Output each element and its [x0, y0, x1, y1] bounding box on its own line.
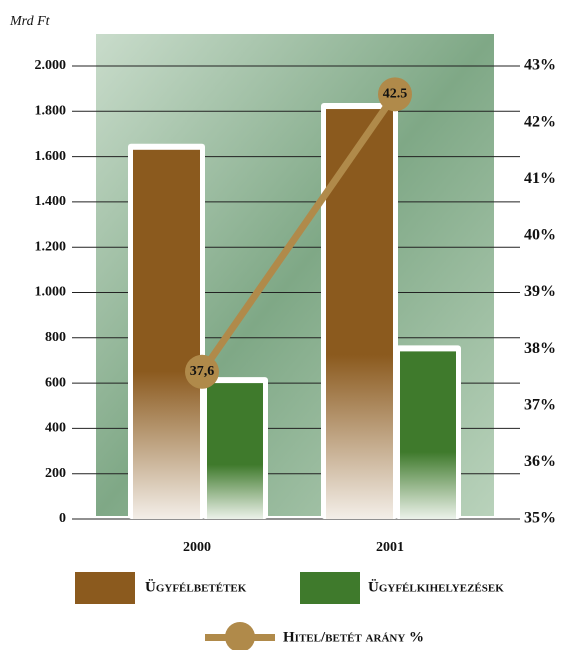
legend-label: Hitel/betét arány % — [283, 629, 424, 645]
x-tick-label: 2000 — [183, 540, 211, 555]
y-tick-label: 400 — [45, 421, 66, 436]
legend-label: Ügyfélkihelyezések — [368, 578, 504, 595]
y-tick-label: 1.200 — [35, 239, 67, 254]
y-tick-label: 0 — [59, 511, 66, 526]
y-tick-label: 1.600 — [35, 149, 67, 164]
legend-swatch — [75, 572, 135, 604]
y-tick-label: 1.800 — [35, 104, 67, 119]
y2-tick-label: 39% — [524, 283, 556, 300]
y-tick-label: 800 — [45, 330, 66, 345]
y2-tick-label: 36% — [524, 453, 556, 470]
y-tick-label: 2.000 — [35, 58, 67, 73]
y2-tick-label: 41% — [524, 170, 556, 187]
y-tick-label: 200 — [45, 466, 66, 481]
y2-tick-label: 42% — [524, 113, 556, 130]
bar — [326, 109, 393, 519]
y-tick-label: 600 — [45, 375, 66, 390]
y2-tick-label: 38% — [524, 340, 556, 357]
legend-swatch — [300, 572, 360, 604]
x-tick-label: 2001 — [376, 540, 404, 555]
line-point — [185, 354, 219, 389]
line-point — [378, 77, 412, 112]
y2-tick-label: 43% — [524, 57, 556, 74]
legend-label: Ügyfélbetétek — [145, 578, 247, 595]
line — [199, 92, 398, 374]
y2-tick-label: 37% — [524, 396, 556, 413]
bar — [133, 149, 200, 519]
marks: 37,6 42.5 — [128, 77, 461, 519]
y2-tick-label: 35% — [524, 510, 556, 527]
data-label: 37,6 — [190, 364, 215, 379]
y-tick-label: 1.400 — [35, 194, 67, 209]
bar — [400, 351, 456, 519]
y-axis-label: Mrd Ft — [9, 14, 51, 29]
bar — [207, 383, 263, 519]
data-label: 42.5 — [383, 87, 408, 102]
y2-tick-label: 40% — [524, 227, 556, 244]
y-tick-label: 1.000 — [35, 285, 67, 300]
legend-marker — [225, 622, 255, 650]
